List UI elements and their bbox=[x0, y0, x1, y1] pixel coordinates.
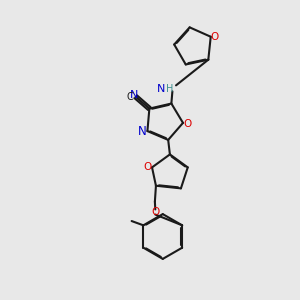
Text: N: N bbox=[129, 90, 138, 100]
Text: C: C bbox=[127, 92, 134, 102]
Text: H: H bbox=[166, 84, 173, 94]
Text: O: O bbox=[210, 32, 219, 42]
Text: N: N bbox=[138, 124, 147, 138]
Text: O: O bbox=[151, 207, 159, 217]
Text: O: O bbox=[143, 162, 152, 172]
Text: N: N bbox=[157, 84, 165, 94]
Text: O: O bbox=[184, 119, 192, 129]
